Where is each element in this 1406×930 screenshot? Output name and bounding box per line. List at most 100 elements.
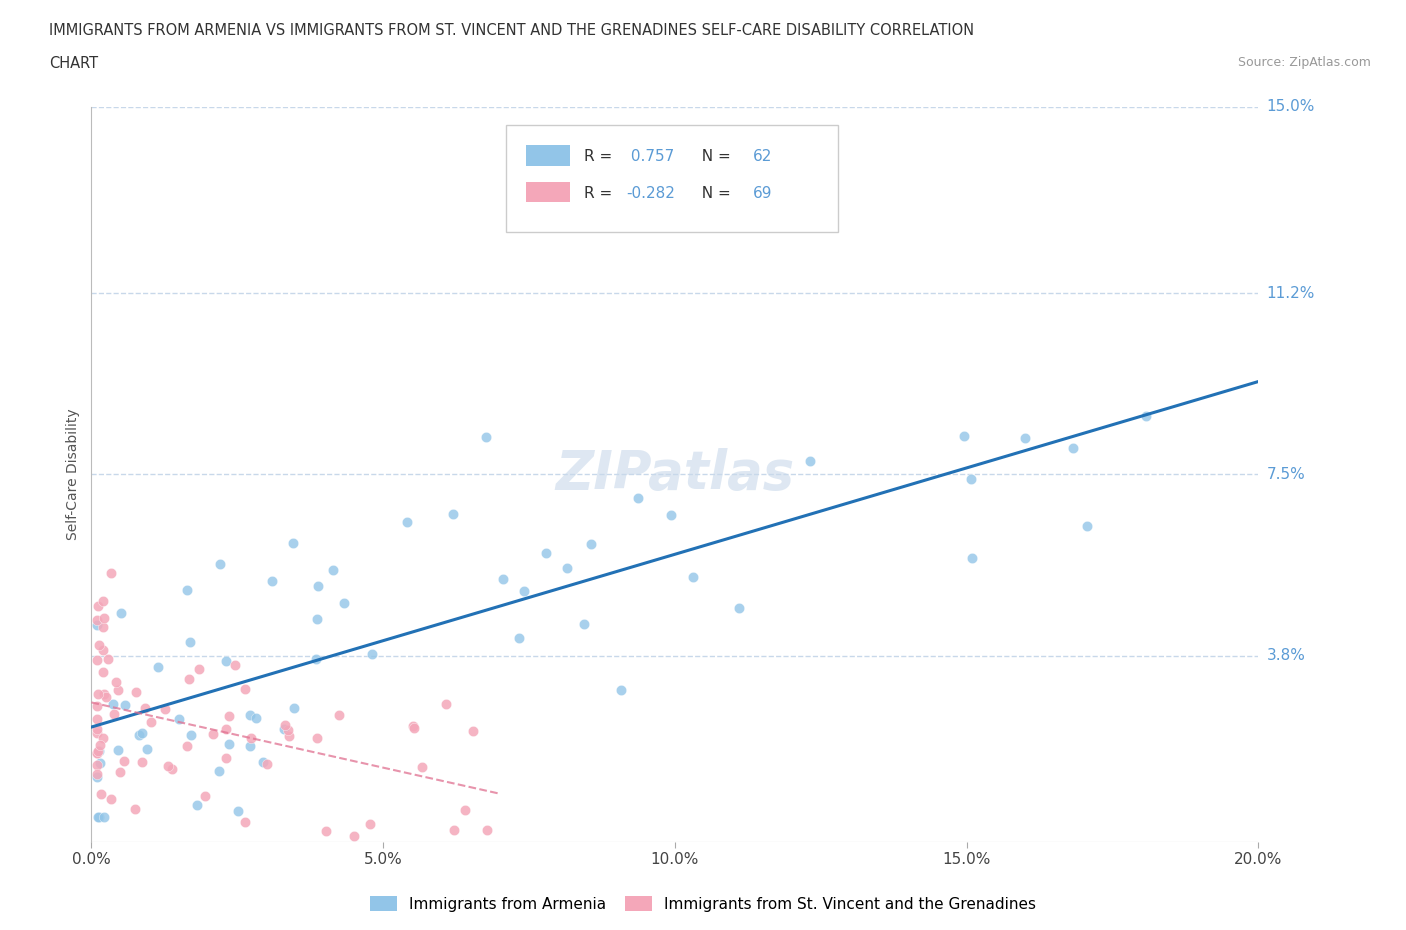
- Point: [86, 722, 108, 737]
- Text: N =: N =: [692, 150, 735, 165]
- Point: [124, 802, 146, 817]
- Point: [799, 454, 821, 469]
- Point: [283, 700, 305, 715]
- Point: [179, 671, 201, 686]
- Text: Source: ZipAtlas.com: Source: ZipAtlas.com: [1237, 56, 1371, 69]
- Point: [86, 758, 108, 773]
- Point: [224, 658, 246, 672]
- Text: N =: N =: [692, 186, 735, 201]
- Point: [101, 697, 124, 711]
- Point: [87, 686, 110, 701]
- Text: CHART: CHART: [49, 56, 98, 71]
- Point: [610, 683, 633, 698]
- Point: [361, 647, 384, 662]
- Point: [492, 571, 515, 586]
- Point: [94, 689, 117, 704]
- Point: [91, 665, 114, 680]
- Point: [534, 546, 557, 561]
- Point: [179, 634, 201, 649]
- Point: [134, 700, 156, 715]
- Point: [411, 759, 433, 774]
- Point: [91, 619, 114, 634]
- Text: R =: R =: [583, 186, 617, 201]
- Point: [125, 685, 148, 700]
- Point: [90, 786, 112, 801]
- Point: [281, 535, 304, 550]
- Point: [114, 698, 136, 712]
- Point: [87, 810, 110, 825]
- Point: [402, 721, 425, 736]
- Point: [218, 709, 240, 724]
- Point: [572, 617, 595, 631]
- Point: [1076, 518, 1098, 533]
- Point: [93, 810, 115, 825]
- Text: -0.282: -0.282: [626, 186, 675, 201]
- Point: [307, 578, 329, 593]
- Point: [135, 741, 157, 756]
- Point: [91, 731, 114, 746]
- Point: [1014, 431, 1036, 445]
- Point: [436, 697, 458, 711]
- Point: [169, 711, 191, 726]
- Point: [239, 738, 262, 753]
- Point: [627, 490, 650, 505]
- Point: [186, 797, 208, 812]
- Point: [239, 731, 262, 746]
- Point: [474, 430, 496, 445]
- Point: [86, 618, 108, 633]
- Point: [461, 724, 484, 739]
- Point: [256, 757, 278, 772]
- Point: [86, 766, 108, 781]
- Point: [960, 551, 983, 565]
- Point: [86, 745, 108, 760]
- FancyBboxPatch shape: [526, 145, 569, 166]
- Text: 11.2%: 11.2%: [1267, 286, 1315, 300]
- Point: [579, 537, 602, 551]
- Point: [218, 737, 240, 751]
- Point: [508, 631, 530, 645]
- Point: [89, 755, 111, 770]
- Text: 7.5%: 7.5%: [1267, 467, 1305, 482]
- Text: 0.757: 0.757: [626, 150, 673, 165]
- Point: [209, 557, 232, 572]
- Point: [128, 728, 150, 743]
- Point: [277, 723, 299, 737]
- Point: [278, 728, 301, 743]
- Point: [359, 816, 381, 830]
- Text: R =: R =: [583, 150, 617, 165]
- Text: 69: 69: [754, 186, 772, 201]
- Point: [1062, 441, 1084, 456]
- Point: [86, 699, 108, 714]
- Point: [441, 506, 464, 521]
- Point: [86, 599, 108, 614]
- Point: [108, 764, 131, 779]
- Point: [87, 810, 110, 825]
- Point: [233, 815, 256, 830]
- Point: [107, 683, 129, 698]
- Point: [555, 560, 578, 575]
- Point: [86, 653, 108, 668]
- Point: [93, 611, 115, 626]
- Point: [274, 718, 297, 733]
- Point: [176, 582, 198, 597]
- Point: [141, 714, 163, 729]
- Point: [148, 659, 170, 674]
- Point: [477, 822, 499, 837]
- Point: [953, 429, 976, 444]
- Point: [100, 791, 122, 806]
- Point: [273, 721, 295, 736]
- Point: [93, 642, 115, 657]
- Text: 3.8%: 3.8%: [1267, 648, 1306, 663]
- Point: [86, 612, 108, 627]
- Point: [162, 761, 184, 776]
- Point: [86, 770, 108, 785]
- Point: [239, 708, 262, 723]
- Point: [180, 727, 202, 742]
- Point: [333, 596, 356, 611]
- Point: [86, 726, 108, 741]
- Point: [682, 569, 704, 584]
- Point: [105, 675, 128, 690]
- Point: [214, 722, 236, 737]
- Point: [1135, 408, 1157, 423]
- Point: [960, 472, 983, 486]
